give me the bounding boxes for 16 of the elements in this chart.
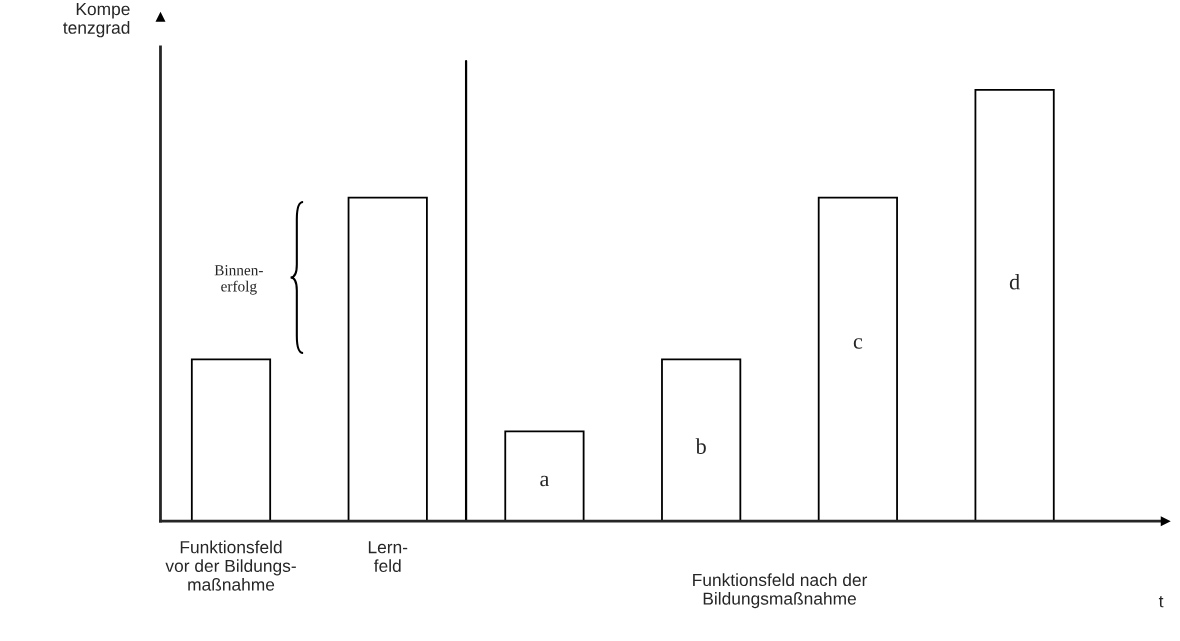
y-axis-title: Kompe tenzgrad — [63, 3, 130, 38]
annotation: a — [540, 475, 550, 487]
bar — [661, 358, 742, 522]
annotation: d — [1009, 273, 1020, 290]
bar — [974, 89, 1055, 522]
bar — [504, 430, 585, 522]
bar — [347, 196, 428, 522]
bar — [190, 358, 272, 522]
annotation: c — [853, 338, 863, 349]
text: Funktionsfeld nach der Bildungsmaßnahme — [693, 573, 868, 609]
annotation: b — [695, 438, 706, 454]
annotation: Binnen- erfolg — [214, 265, 263, 295]
x-axis-title: t — [1158, 596, 1164, 608]
bar — [817, 196, 898, 522]
x-tick-label: Lern- feld — [368, 541, 408, 573]
x-tick-label: Funktionsfeld vor der Bildungs- maßnahme — [165, 540, 296, 591]
